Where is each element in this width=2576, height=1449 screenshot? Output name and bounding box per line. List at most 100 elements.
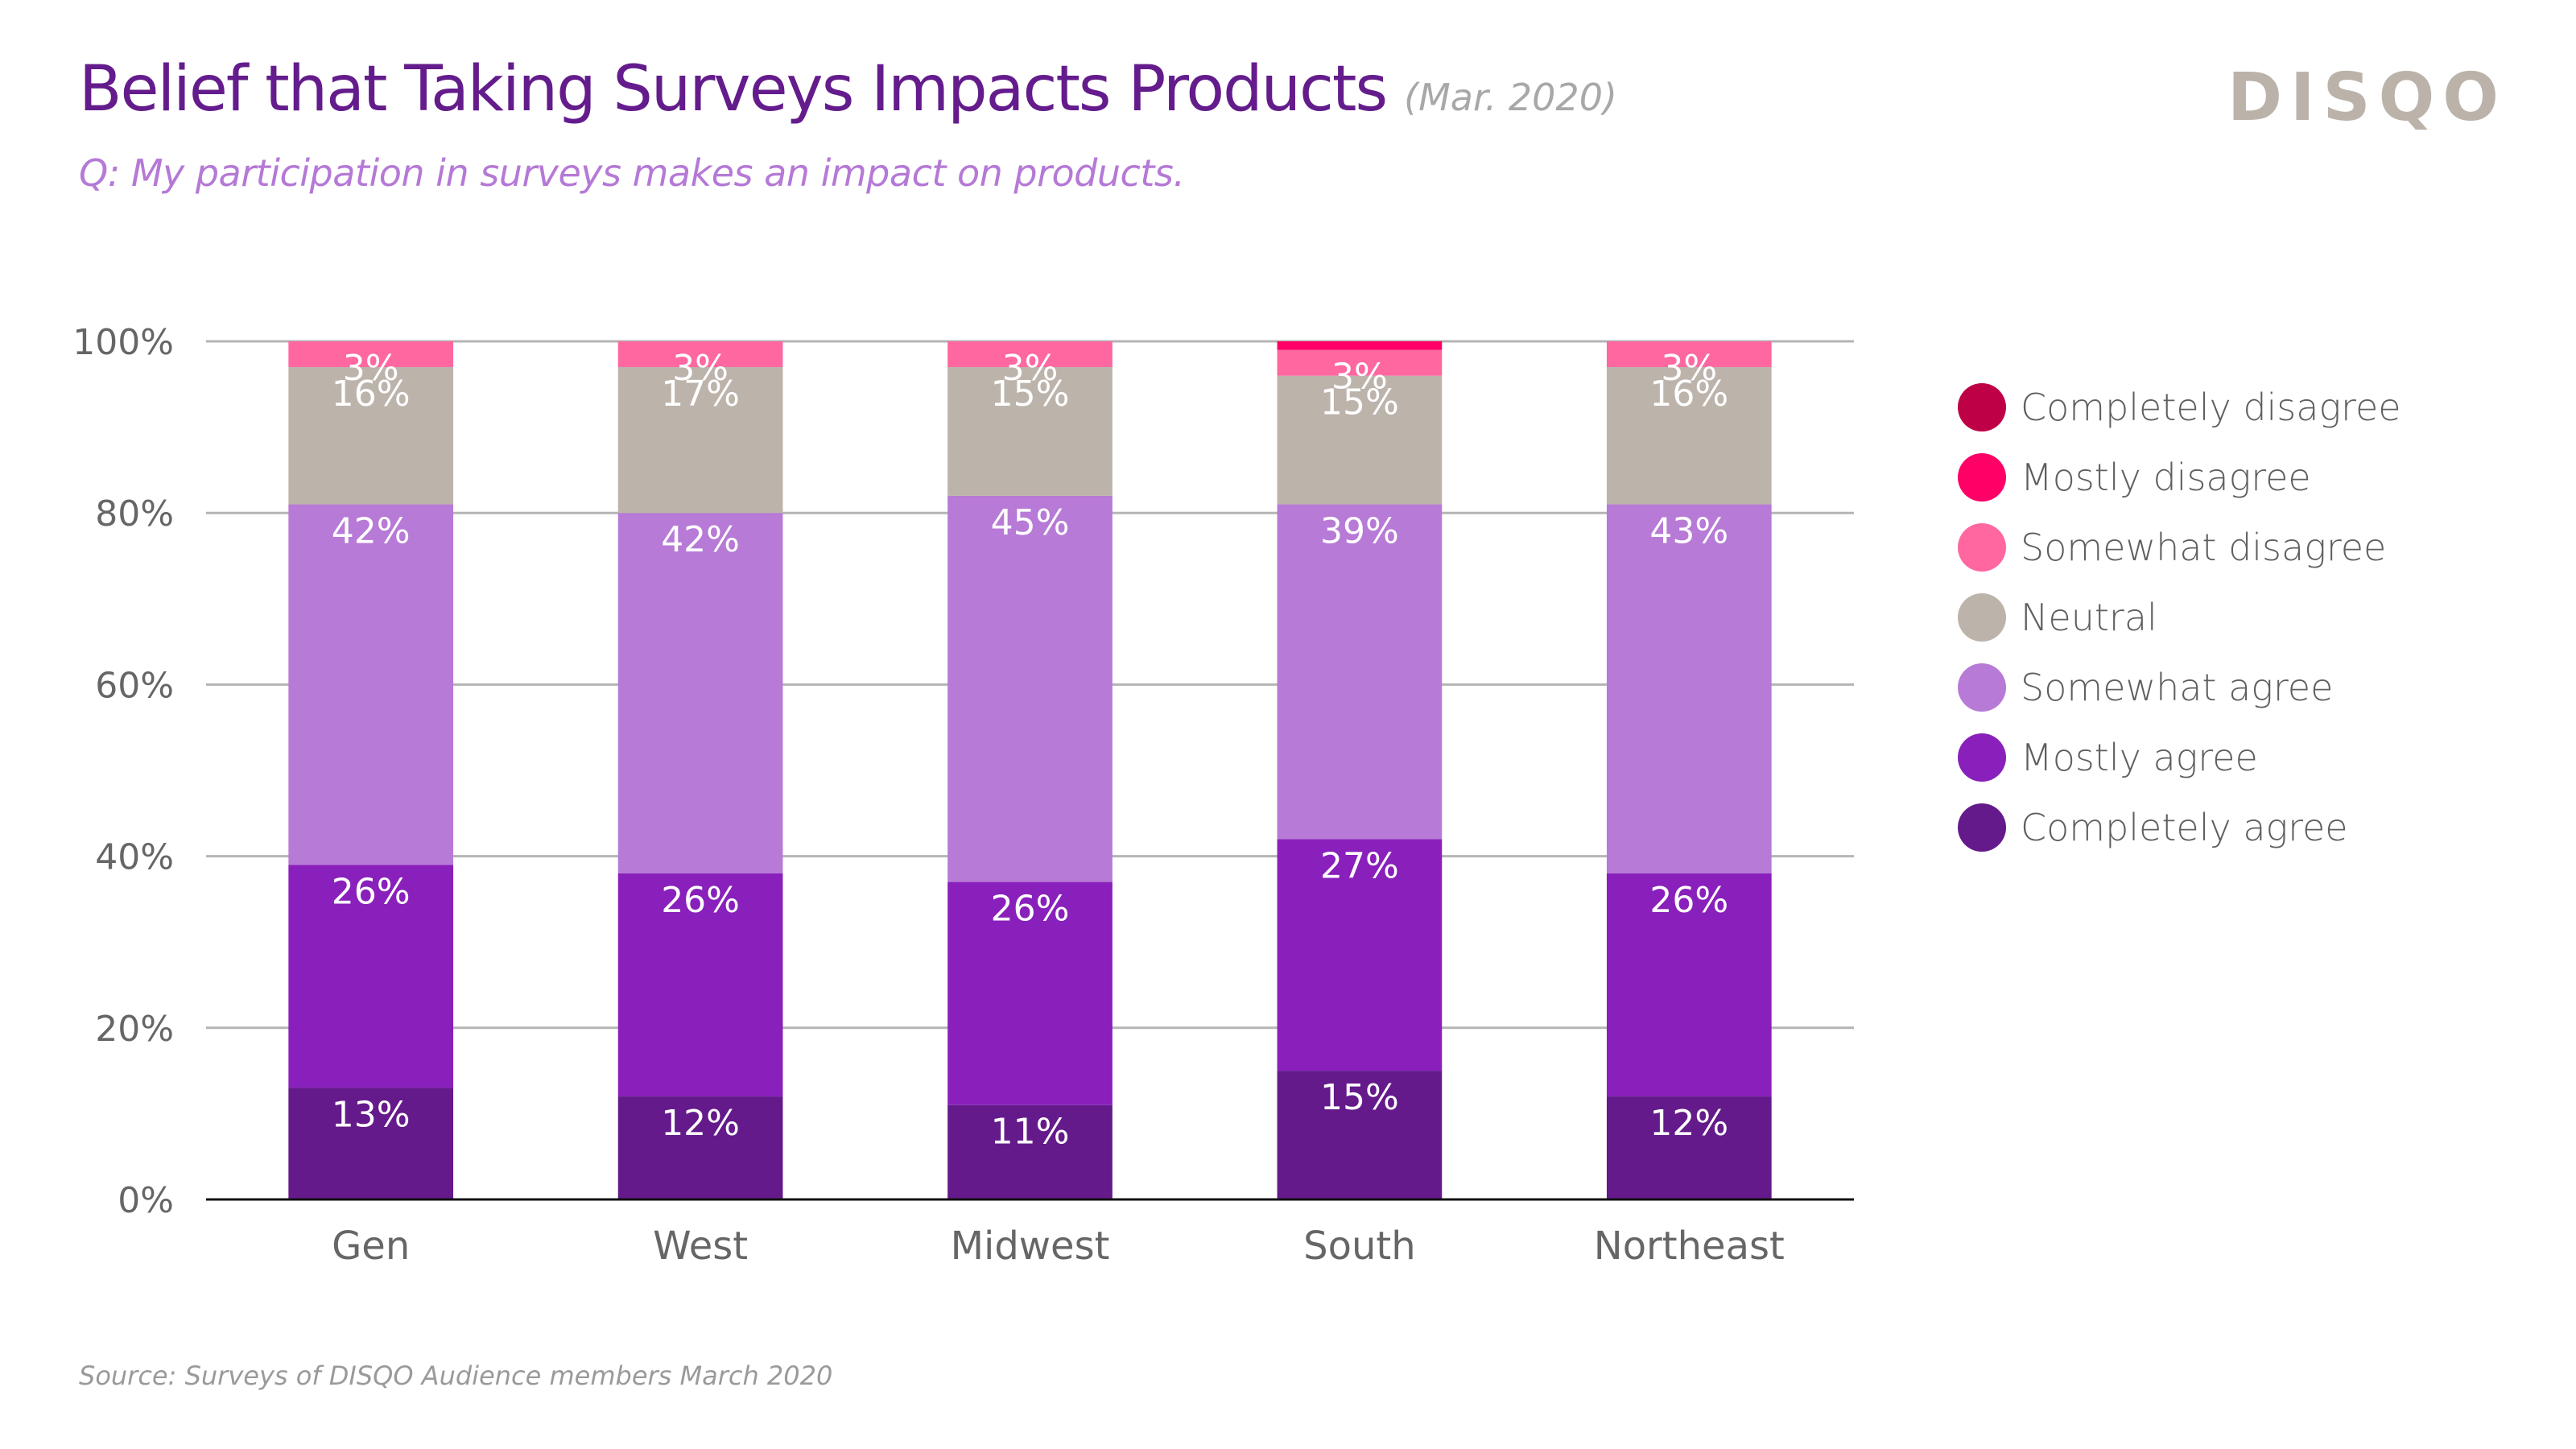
data-label: 45% <box>991 502 1070 543</box>
data-label: 13% <box>332 1094 411 1135</box>
data-label: 26% <box>332 871 411 912</box>
source-note: Source: Surveys of DISQO Audience member… <box>79 1360 833 1391</box>
bar-segment-completely-agree <box>1606 1096 1772 1199</box>
legend-item: Somewhat agree <box>1958 652 2401 722</box>
bar-stack-west <box>617 341 783 1199</box>
data-label: 3% <box>672 348 729 389</box>
chart-title-date: (Mar. 2020) <box>1404 76 1617 119</box>
bar-segment-completely-agree <box>617 1096 783 1199</box>
bars <box>288 341 1772 1199</box>
legend-label: Neutral <box>2021 595 2157 639</box>
y-tick-label: 0% <box>118 1180 174 1221</box>
bar-segment-neutral <box>947 366 1113 496</box>
legend-swatch-icon <box>1958 803 2006 852</box>
legend-swatch-icon <box>1958 592 2006 642</box>
bar-segment-somewhat-agree <box>288 504 454 865</box>
legend-swatch-icon <box>1958 733 2006 782</box>
data-label: 17% <box>661 374 740 415</box>
legend: Completely disagree Mostly disagree Somewh… <box>1958 372 2401 862</box>
x-tick-label: West <box>653 1224 748 1269</box>
y-tick-label: 100% <box>72 322 174 363</box>
data-label: 16% <box>332 374 411 415</box>
data-label: 26% <box>991 889 1070 930</box>
legend-item: Somewhat disagree <box>1958 512 2401 582</box>
data-label: 39% <box>1320 511 1399 552</box>
bar-segment-somewhat-disagree <box>1277 349 1443 376</box>
y-tick-label: 20% <box>95 1009 174 1050</box>
bar-segment-somewhat-agree <box>947 495 1113 882</box>
x-tick-label: Gen <box>332 1224 410 1269</box>
bar-segment-mostly-agree <box>1277 839 1443 1071</box>
legend-label: Somewhat disagree <box>2021 525 2387 569</box>
x-axis-ticks: Gen West Midwest South Northeast <box>332 1224 1785 1269</box>
bar-segment-mostly-agree <box>947 881 1113 1105</box>
bar-segment-somewhat-agree <box>1606 504 1772 873</box>
bar-segment-completely-agree <box>288 1088 454 1199</box>
y-tick-label: 80% <box>95 493 174 535</box>
data-label: 3% <box>1002 348 1059 389</box>
bar-stack-gen <box>288 341 454 1199</box>
data-label: 42% <box>332 511 411 552</box>
y-tick-label: 40% <box>95 837 174 878</box>
chart-title: Belief that Taking Surveys Impacts Produ… <box>79 53 1388 126</box>
legend-swatch-icon <box>1958 452 2006 502</box>
legend-item: Neutral <box>1958 582 2401 652</box>
bar-segment-completely-agree <box>947 1104 1113 1199</box>
data-label: 26% <box>661 880 740 921</box>
y-axis-ticks: 0% 20% 40% 60% 80% 100% <box>72 322 174 1221</box>
legend-label: Completely agree <box>2021 805 2348 849</box>
legend-swatch-icon <box>1958 382 2006 431</box>
data-label: 11% <box>991 1112 1070 1153</box>
x-tick-label: South <box>1303 1224 1416 1269</box>
bar-segment-somewhat-disagree <box>1606 341 1772 367</box>
bar-segment-completely-agree <box>1277 1071 1443 1199</box>
data-label: 42% <box>661 519 740 560</box>
bar-segment-mostly-agree <box>288 865 454 1088</box>
disqo-logo: DISQO <box>2227 60 2507 136</box>
legend-swatch-icon <box>1958 663 2006 712</box>
legend-label: Somewhat agree <box>2021 665 2334 709</box>
y-tick-label: 60% <box>95 665 174 706</box>
bar-segment-somewhat-disagree <box>947 341 1113 367</box>
bar-stack-midwest <box>947 341 1113 1199</box>
data-label: 3% <box>1661 348 1717 389</box>
legend-swatch-icon <box>1958 522 2006 572</box>
data-label: 3% <box>343 348 399 389</box>
bar-segment-mostly-disagree <box>1277 341 1443 350</box>
chart-subtitle: Q: My participation in surveys makes an … <box>79 151 1185 195</box>
title-row: Belief that Taking Surveys Impacts Produ… <box>79 53 1617 126</box>
legend-label: Completely disagree <box>2021 385 2401 429</box>
bar-segment-somewhat-agree <box>1277 504 1443 840</box>
bar-segment-somewhat-disagree <box>617 341 783 367</box>
legend-item: Mostly agree <box>1958 722 2401 792</box>
legend-item: Completely disagree <box>1958 372 2401 442</box>
bar-segment-neutral <box>288 366 454 505</box>
x-tick-label: Northeast <box>1594 1224 1785 1269</box>
legend-item: Mostly disagree <box>1958 442 2401 512</box>
data-label: 15% <box>991 374 1070 415</box>
data-label: 12% <box>661 1103 740 1144</box>
bar-stack-south <box>1277 341 1443 1199</box>
data-label: 12% <box>1649 1103 1728 1144</box>
legend-label: Mostly agree <box>2021 735 2258 779</box>
legend-label: Mostly disagree <box>2021 455 2311 499</box>
bar-stack-northeast <box>1606 341 1772 1199</box>
bar-segment-neutral <box>1277 375 1443 505</box>
data-label: 3% <box>1331 357 1388 398</box>
bar-segment-neutral <box>617 366 783 514</box>
data-label: 43% <box>1649 511 1728 552</box>
bar-segment-mostly-agree <box>1606 873 1772 1097</box>
data-labels: 13%26%42%16%3%12%26%42%17%3%11%26%45%15%… <box>332 348 1728 1153</box>
bar-segment-somewhat-disagree <box>288 341 454 367</box>
bar-segment-mostly-agree <box>617 873 783 1097</box>
bar-segment-neutral <box>1606 366 1772 505</box>
x-tick-label: Midwest <box>951 1224 1110 1269</box>
data-label: 27% <box>1320 845 1399 886</box>
data-label: 15% <box>1320 1077 1399 1118</box>
data-label: 26% <box>1649 880 1728 921</box>
legend-item: Completely agree <box>1958 792 2401 862</box>
data-label: 15% <box>1320 382 1399 423</box>
data-label: 16% <box>1649 374 1728 415</box>
bar-segment-somewhat-agree <box>617 513 783 873</box>
